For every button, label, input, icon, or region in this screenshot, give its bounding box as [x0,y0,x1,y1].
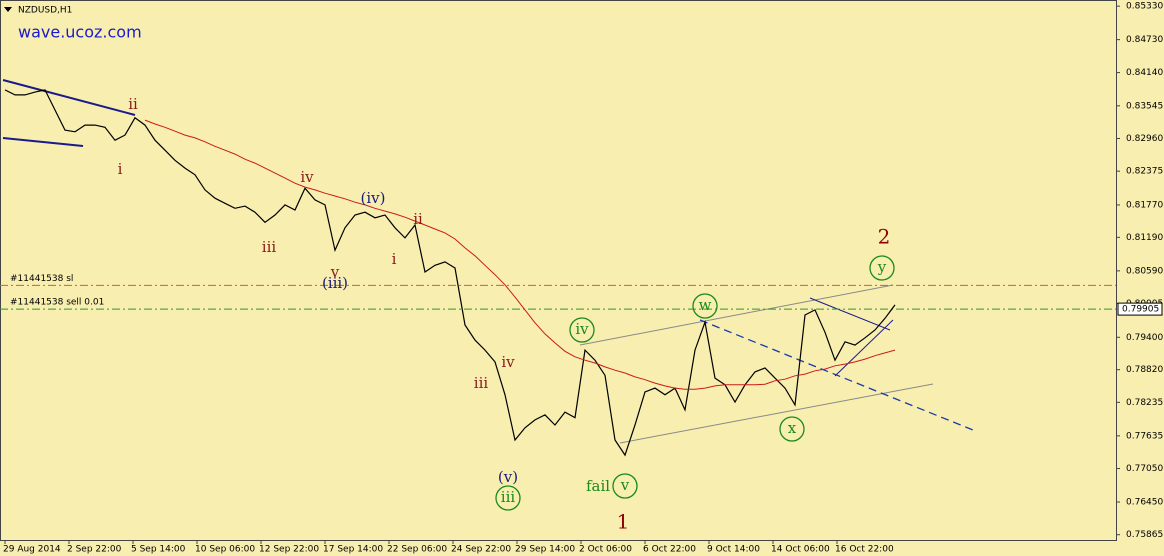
wave-circle [569,317,595,343]
x-tick-label: 24 Sep 22:00 [451,545,511,555]
wave-label: 1 [617,510,630,534]
y-tick-label: 0.80590 [1126,266,1163,276]
x-tick-label: 16 Oct 22:00 [835,545,894,555]
x-tick-label: 9 Oct 14:00 [707,545,760,555]
y-tick-label: 0.84140 [1126,68,1163,78]
wave-label: ii [413,210,423,228]
x-tick-label: 14 Oct 06:00 [771,545,830,555]
wave-label: ii [128,95,138,113]
wave-label: x [788,419,797,437]
x-tick-label: 2 Oct 06:00 [579,545,632,555]
x-tick-label: 5 Sep 14:00 [131,545,186,555]
channel-line [619,383,934,444]
y-tick-label: 0.76450 [1126,498,1163,508]
wave-label: iv [300,168,314,186]
y-tick-label: 0.84730 [1126,35,1163,45]
wave-circle [692,293,718,319]
wave-label: iv [501,353,515,371]
watermark: wave.ucoz.com [18,23,142,42]
wave-label: (iv) [361,189,386,207]
y-tick-label: 0.77635 [1126,431,1163,441]
y-tick-label: 0.82375 [1126,167,1163,177]
y-tick-label: 0.82960 [1126,134,1163,144]
wave-label: iii [501,488,516,506]
x-tick-label: 29 Sep 14:00 [515,545,575,555]
y-tick-label: 0.85330 [1126,2,1163,12]
trend-line [2,137,84,147]
wave-circle [495,485,521,511]
wave-label: i [118,160,123,178]
chart-title: NZDUSD,H1 [18,6,72,16]
wave-circle [869,255,895,281]
wave-label: fail [586,477,610,495]
y-tick-label: 0.81770 [1126,200,1163,210]
y-tick-label: 0.81190 [1126,233,1163,243]
x-tick-label: 12 Sep 22:00 [259,545,319,555]
trend-line [2,79,136,116]
x-tick-label: 6 Oct 22:00 [643,545,696,555]
y-tick-label: 0.78235 [1126,398,1163,408]
level-label: #11441538 sell 0.01 [10,298,104,308]
price-line [144,119,896,390]
channel-line [579,284,894,346]
price-label: 0.79905 [1122,305,1159,315]
wave-label: v [620,476,630,494]
price-line [4,89,896,457]
x-tick-label: 17 Sep 14:00 [323,545,383,555]
y-tick-label: 0.78820 [1126,365,1163,375]
wave-label: i [392,250,397,268]
wave-circle [612,473,638,499]
y-tick-label: 0.83545 [1126,101,1163,111]
price-box [1117,302,1163,316]
x-tick-label: 10 Sep 06:00 [195,545,255,555]
menu-arrow [4,7,12,12]
x-tick-label: 29 Aug 2014 [3,545,61,555]
wave-label: v [330,263,340,281]
wave-label: (v) [498,468,518,486]
wave-label: w [699,296,712,314]
x-tick-label: 22 Sep 06:00 [387,545,447,555]
y-tick-label: 0.77050 [1126,464,1163,474]
wave-circle [779,416,805,442]
wave-label: iii [262,238,277,256]
trend-line [834,319,894,377]
wave-label: iv [575,320,589,338]
wave-label: 2 [878,225,891,249]
y-tick-label: 0.75865 [1126,530,1163,540]
level-label: #11441538 sl [10,274,73,284]
trend-line [809,297,891,331]
x-tick-label: 2 Sep 22:00 [67,545,122,555]
y-tick-label: 0.79400 [1126,333,1163,343]
wave-label: y [877,258,887,276]
wave-label: iii [474,374,489,392]
wave-label: (iii) [322,274,348,292]
